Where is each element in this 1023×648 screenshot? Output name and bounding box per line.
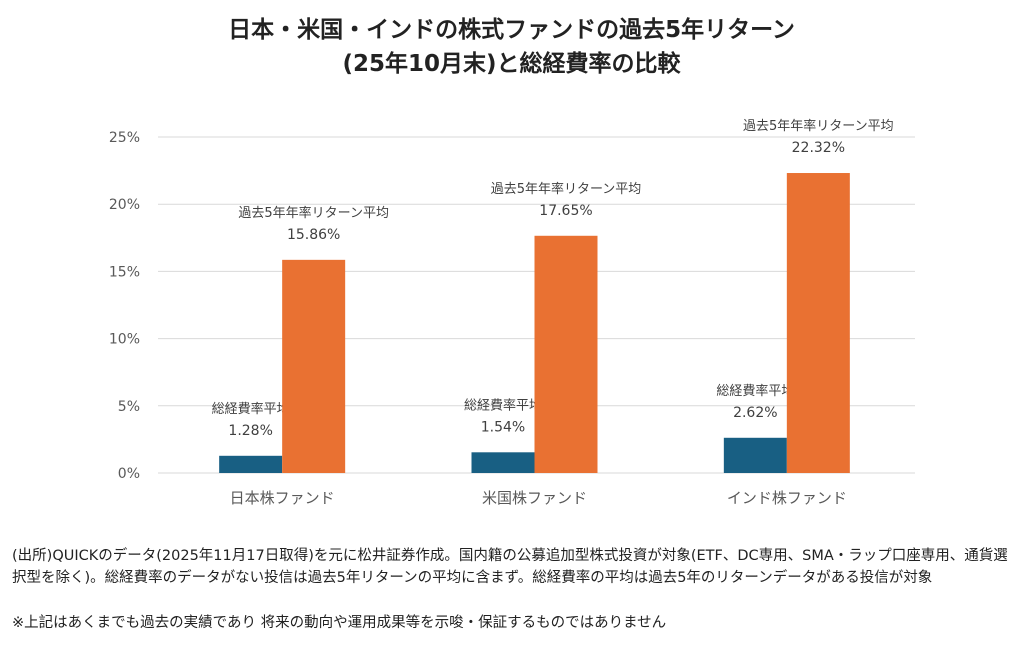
bar-return <box>534 235 598 473</box>
bar-expense <box>723 437 787 473</box>
y-tick-label: 0% <box>118 466 140 482</box>
data-label: 1.28% <box>228 423 272 439</box>
series-name-label: 過去5年年率リターン平均 <box>491 181 642 197</box>
y-tick-label: 20% <box>109 197 140 213</box>
data-label: 15.86% <box>287 227 340 243</box>
x-tick-label: 日本株ファンド <box>230 489 335 507</box>
chart-title-line1: 日本・米国・インドの株式ファンドの過去5年リターン <box>228 17 795 43</box>
bar-return <box>282 259 346 473</box>
series-name-label: 総経費率平均 <box>464 397 542 413</box>
y-tick-label: 15% <box>109 264 140 280</box>
data-label: 2.62% <box>733 405 777 421</box>
bar-chart: 0% 5% 10% 15% 20% 25% 日本株ファンド 1.28% 総経費率平均 15.86%… <box>109 118 915 507</box>
series-name-label: 過去5年年率リターン平均 <box>743 118 894 134</box>
x-tick-label: 米国株ファンド <box>482 489 587 507</box>
series-name-label: 総経費率平均 <box>716 383 794 399</box>
x-tick-label: インド株ファンド <box>727 489 847 507</box>
series-name-label: 過去5年年率リターン平均 <box>238 205 389 221</box>
y-tick-label: 10% <box>109 332 140 348</box>
data-label: 1.54% <box>481 419 525 435</box>
source-note: (出所)QUICKのデータ(2025年11月17日取得)を元に松井証券作成。国内… <box>12 548 1008 586</box>
bar-expense <box>219 455 283 473</box>
bar-return <box>786 173 850 473</box>
series-name-label: 総経費率平均 <box>212 401 290 417</box>
y-tick-label: 5% <box>118 399 140 415</box>
data-label: 17.65% <box>539 203 592 219</box>
data-label: 22.32% <box>792 140 845 156</box>
disclaimer-note: ※上記はあくまでも過去の実績であり 将来の動向や運用成果等を示唆・保証するもので… <box>12 615 667 631</box>
bar-expense <box>471 452 535 473</box>
y-tick-label: 25% <box>109 130 140 146</box>
chart-title-line2: (25年10月末)と総経費率の比較 <box>342 51 681 77</box>
